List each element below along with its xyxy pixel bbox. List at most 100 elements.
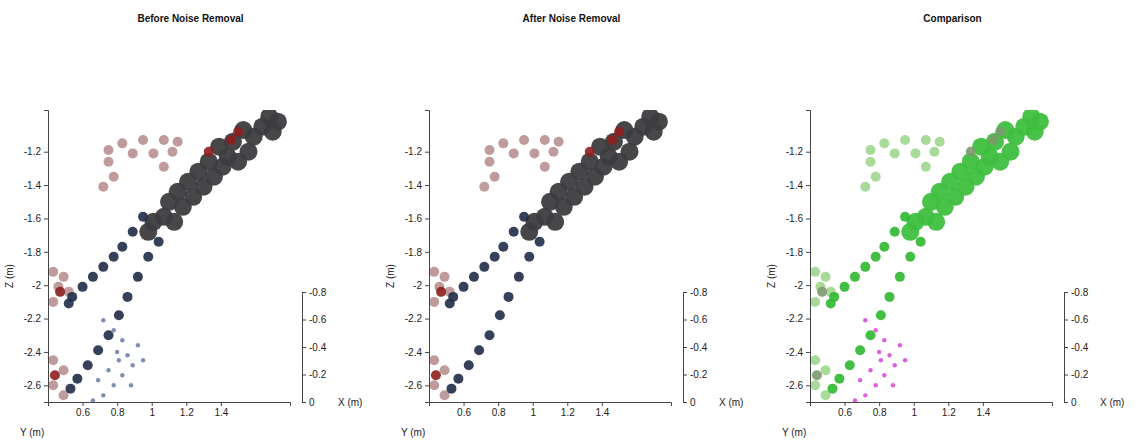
- tick-mark: [879, 402, 880, 406]
- tick: -2.4: [786, 347, 810, 358]
- point: [106, 368, 110, 372]
- tick-label: -2: [794, 280, 803, 291]
- point: [890, 227, 900, 237]
- tick: 1.2: [942, 402, 956, 418]
- tick-mark: [186, 402, 187, 406]
- tick-mark: [152, 402, 153, 406]
- tick-mark: [683, 402, 687, 403]
- point: [453, 374, 463, 384]
- point: [48, 297, 58, 307]
- point: [431, 370, 441, 380]
- tick-mark: [44, 185, 48, 186]
- point: [117, 358, 121, 362]
- series: [431, 127, 624, 381]
- tick: -0.4: [302, 342, 327, 353]
- panel-title: Before Noise Removal: [137, 13, 243, 24]
- tick-label: -1.2: [786, 146, 804, 157]
- point: [540, 162, 550, 172]
- tick-label: -1.4: [405, 180, 423, 191]
- axis-line: [303, 293, 307, 403]
- series: [812, 127, 1005, 381]
- tick: 0: [302, 397, 315, 408]
- tick-label: 1: [530, 407, 536, 418]
- tick-label: 0.6: [838, 407, 852, 418]
- tick-label: -1.4: [786, 180, 804, 191]
- point: [645, 123, 663, 141]
- tick-label: -0.8: [1071, 287, 1089, 298]
- tick-label: -1.2: [405, 146, 423, 157]
- point: [895, 272, 905, 282]
- tick-label: -2: [413, 280, 422, 291]
- tick: -2.2: [24, 313, 48, 324]
- tick-mark: [948, 402, 949, 406]
- tick: -2.2: [786, 313, 810, 324]
- tick-label: -0.2: [690, 369, 708, 380]
- tick-label: -2.6: [786, 380, 804, 391]
- tick: -0.6: [1064, 314, 1089, 325]
- axis-title: Y (m): [20, 427, 44, 438]
- point: [585, 147, 595, 157]
- tick-mark: [1064, 320, 1068, 321]
- point: [540, 135, 550, 145]
- tick-label: -0.4: [690, 342, 708, 353]
- point: [109, 172, 119, 182]
- axis-line: [49, 403, 291, 407]
- point: [59, 272, 69, 282]
- point: [879, 358, 883, 362]
- point: [535, 237, 545, 247]
- axis-title: Z (m): [4, 264, 15, 288]
- tick: 0.6: [838, 402, 852, 418]
- tick-label: 0.8: [492, 407, 506, 418]
- series: [520, 110, 668, 241]
- point: [440, 272, 450, 282]
- point: [866, 330, 876, 340]
- point: [214, 158, 232, 176]
- point: [154, 237, 164, 247]
- point: [229, 153, 247, 171]
- tick: -1.4: [24, 180, 48, 191]
- tick: 1: [149, 402, 155, 418]
- point: [905, 252, 915, 262]
- point: [898, 343, 902, 347]
- tick: -2: [32, 280, 48, 291]
- tick-mark: [425, 352, 429, 353]
- point: [957, 178, 975, 196]
- tick: 0.6: [457, 402, 471, 418]
- point: [123, 292, 133, 302]
- panel: After Noise Removal0.60.811.21.4-1.2-1.4…: [385, 13, 743, 438]
- point: [174, 198, 192, 216]
- tick: -1.8: [24, 247, 48, 258]
- point: [504, 292, 514, 302]
- point: [109, 252, 119, 262]
- tick-mark: [425, 385, 429, 386]
- point: [877, 350, 881, 354]
- point: [509, 148, 519, 158]
- point: [101, 393, 105, 397]
- point: [995, 127, 1005, 137]
- point: [850, 272, 860, 282]
- point: [863, 318, 867, 322]
- series: [853, 318, 908, 402]
- tick: -2: [794, 280, 810, 291]
- panel-title: After Noise Removal: [523, 13, 621, 24]
- tick: -1.8: [786, 247, 810, 258]
- tick: -2.4: [405, 347, 429, 358]
- point: [885, 292, 895, 302]
- point: [868, 368, 872, 372]
- point: [826, 299, 836, 309]
- point: [48, 380, 58, 390]
- point: [464, 360, 474, 370]
- tick-mark: [425, 152, 429, 153]
- tick: 1.4: [214, 402, 228, 418]
- point: [101, 318, 105, 322]
- point: [117, 138, 127, 148]
- tick-label: -2.4: [786, 347, 804, 358]
- tick-mark: [983, 402, 984, 406]
- point: [98, 182, 108, 192]
- point: [966, 147, 976, 157]
- tick: 0: [1064, 397, 1077, 408]
- tick-label: 1.4: [214, 407, 228, 418]
- tick: -0.6: [302, 314, 327, 325]
- point: [129, 383, 133, 387]
- tick: -0.4: [1064, 342, 1089, 353]
